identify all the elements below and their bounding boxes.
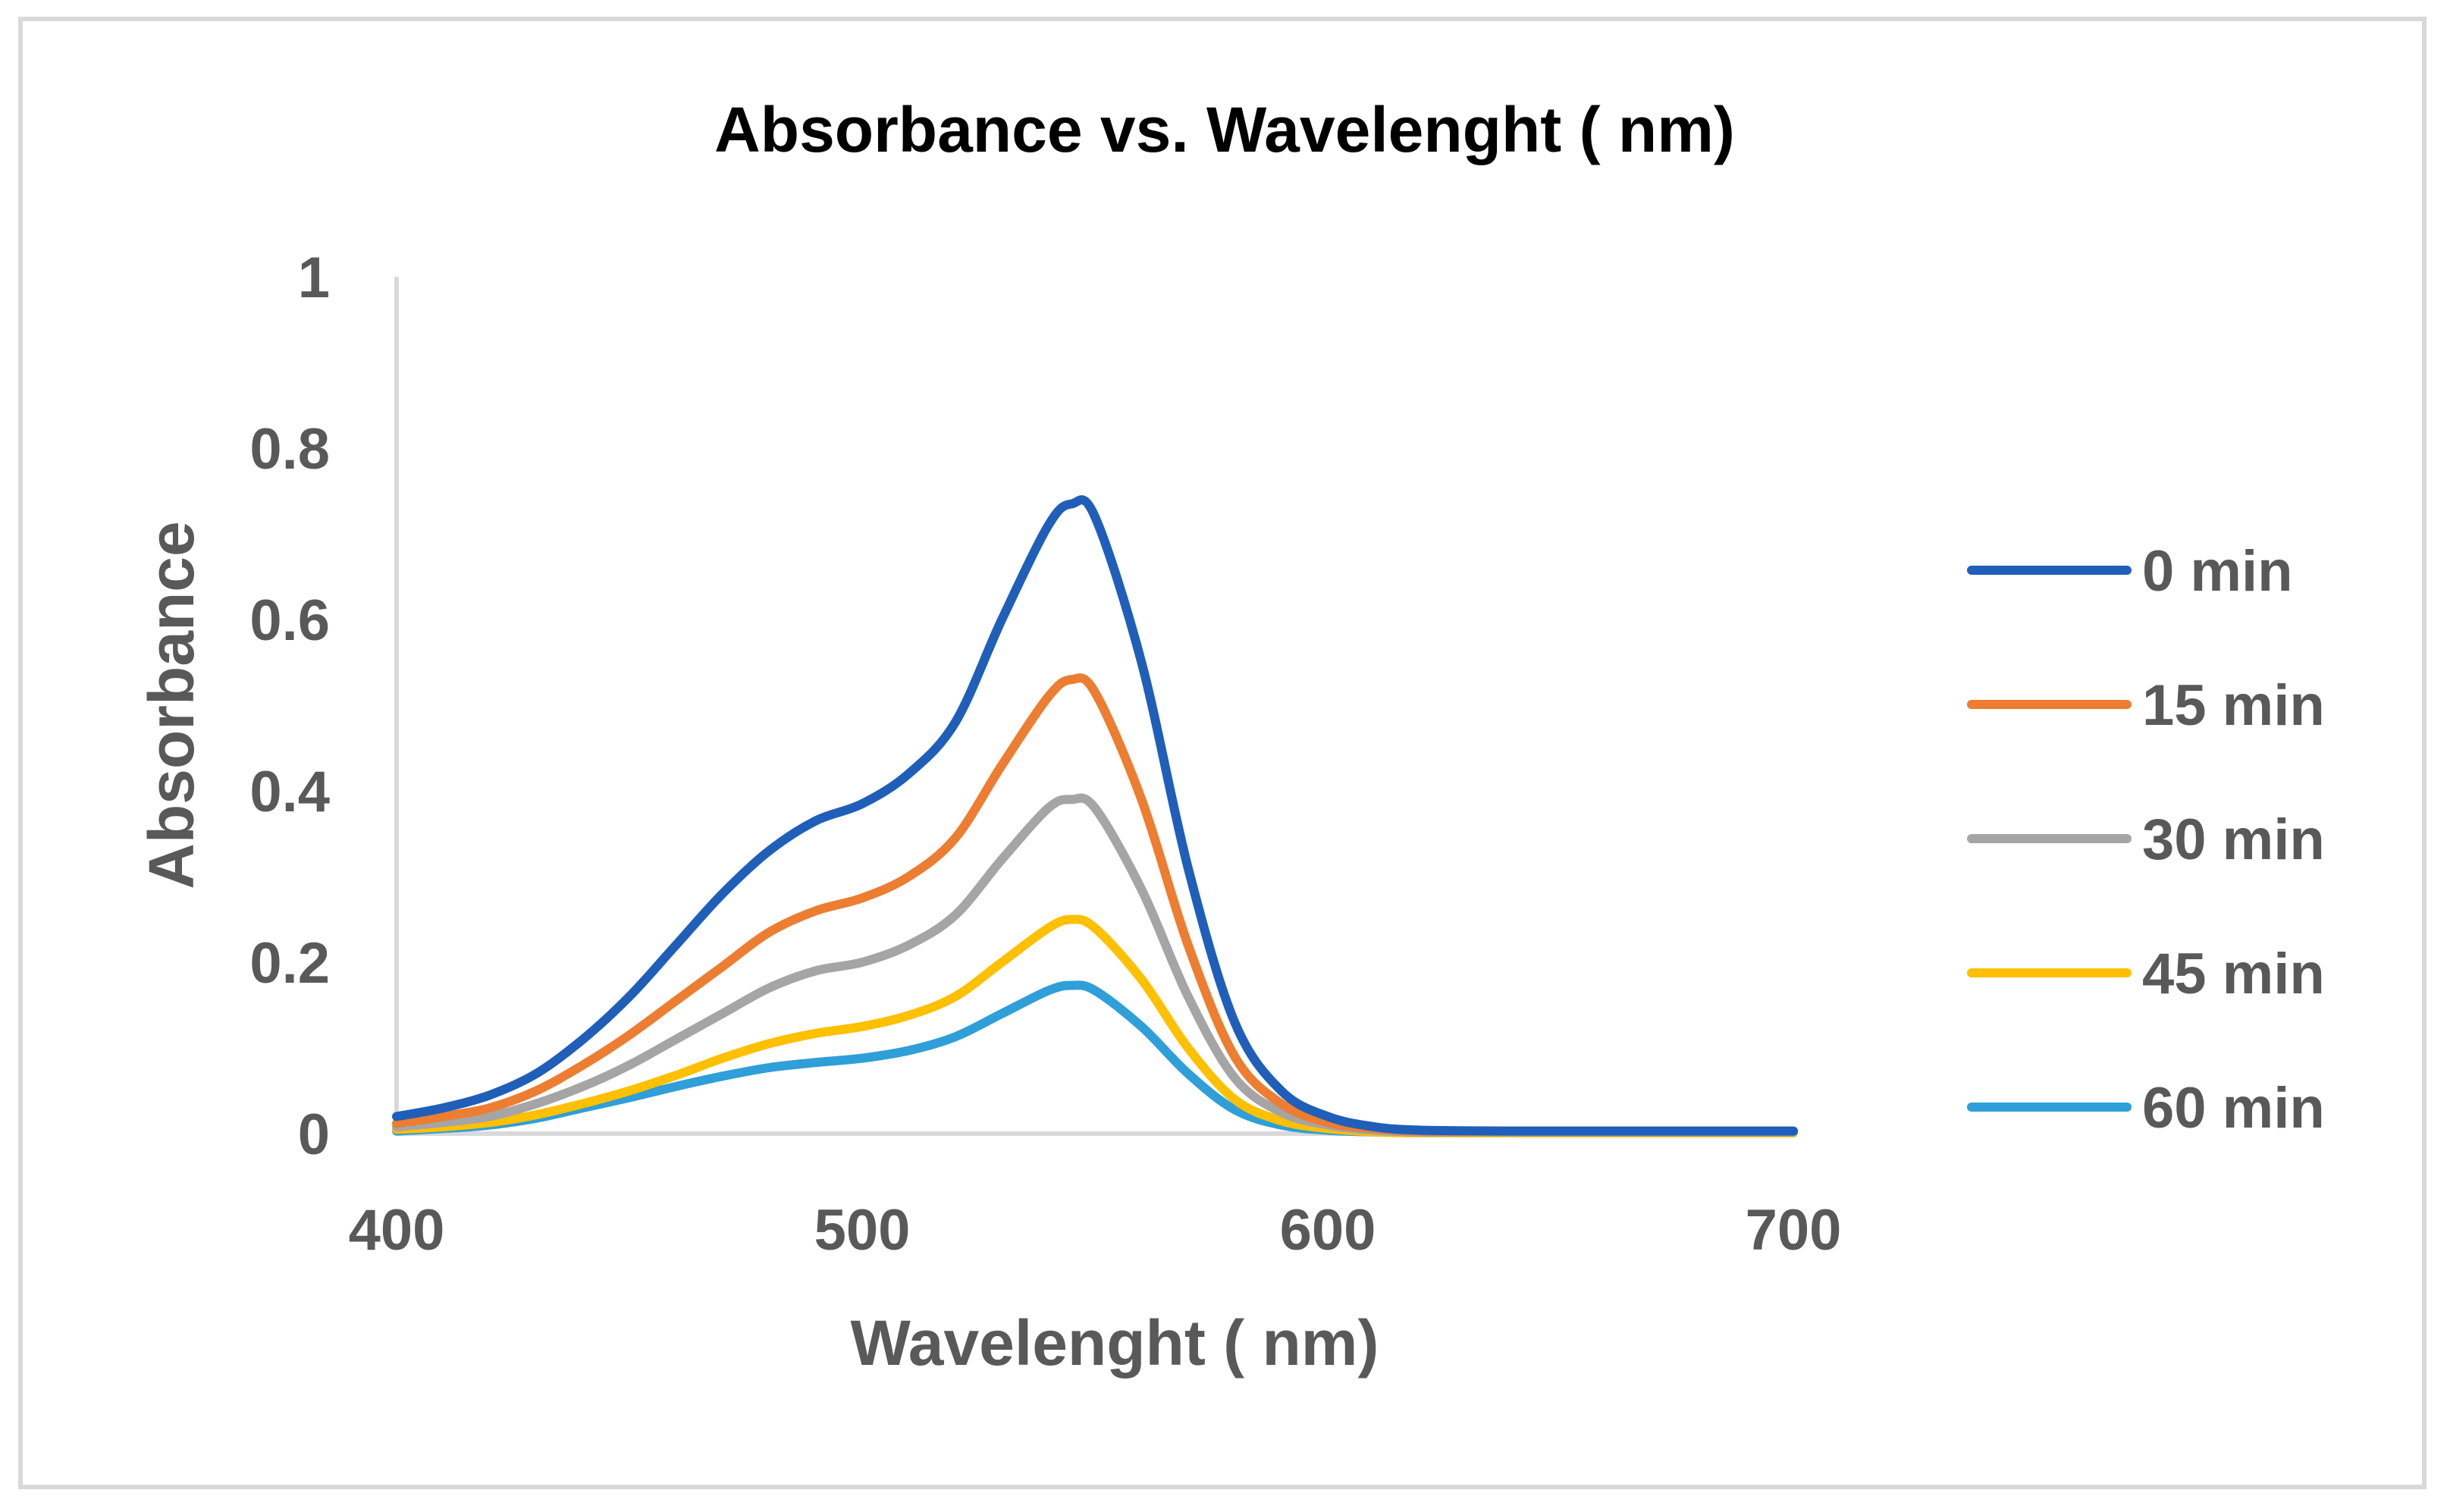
legend-label: 15 min — [2142, 673, 2325, 738]
y-tick-label: 1 — [298, 246, 330, 310]
series-line-30-min — [392, 793, 1798, 1137]
legend-label: 30 min — [2142, 808, 2325, 872]
legend: 0 min 15 min 30 min 45 min 60 min — [1967, 539, 2325, 1140]
series-line-15-min — [392, 673, 1798, 1136]
series-line-0-min — [392, 495, 1798, 1136]
y-axis-title: Absorbance — [136, 521, 207, 889]
chart-title: Absorbance vs. Wavelenght ( nm) — [714, 94, 1735, 165]
x-tick-label: 400 — [349, 1198, 445, 1263]
y-tick-label: 0.4 — [249, 760, 330, 824]
legend-label: 45 min — [2142, 942, 2325, 1006]
y-tick-label: 0.2 — [249, 931, 330, 996]
y-tick-label: 0.8 — [249, 417, 330, 482]
y-tick-labels: 0 0.2 0.4 0.6 0.8 1 — [249, 246, 330, 1167]
series-line-60-min — [392, 980, 1798, 1137]
x-tick-label: 500 — [814, 1198, 911, 1263]
series-lines — [392, 495, 1798, 1137]
x-tick-label: 700 — [1746, 1198, 1842, 1263]
chart-frame — [18, 17, 2427, 1489]
y-tick-label: 0 — [298, 1103, 330, 1167]
legend-label: 0 min — [2142, 539, 2293, 604]
x-tick-labels: 400 500 600 700 — [349, 1198, 1842, 1263]
legend-label: 60 min — [2142, 1076, 2325, 1140]
series-line-45-min — [392, 914, 1798, 1137]
y-tick-label: 0.6 — [249, 588, 330, 653]
x-tick-label: 600 — [1280, 1198, 1376, 1263]
x-axis-title: Wavelenght ( nm) — [851, 1307, 1379, 1379]
